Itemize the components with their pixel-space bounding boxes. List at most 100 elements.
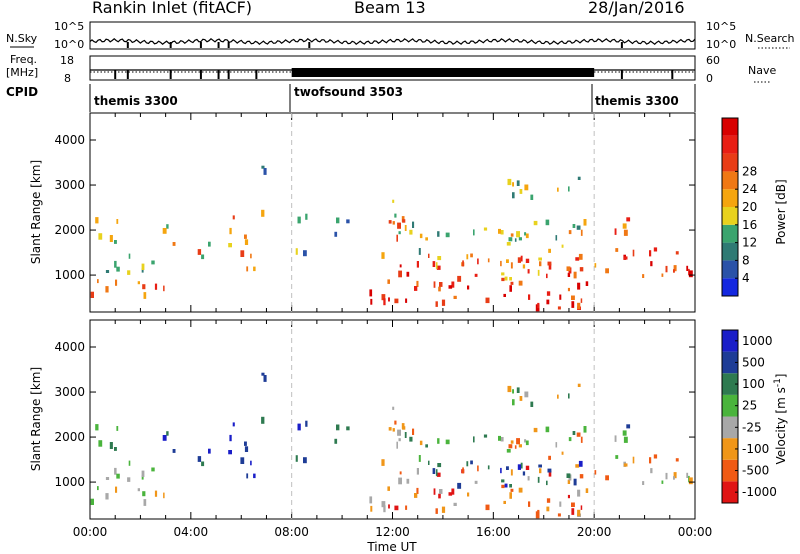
power-cell xyxy=(548,248,551,253)
velocity-cell xyxy=(419,440,423,446)
velocity-y-ticks: 1000 2000 3000 4000 xyxy=(54,340,695,489)
velocity-colorbar-label-1: -500 xyxy=(742,464,769,478)
velocity-cell xyxy=(412,428,415,435)
power-cell xyxy=(524,184,529,191)
velocity-y-label: Slant Range [km] xyxy=(29,367,43,471)
velocity-cell xyxy=(649,457,652,464)
power-cell xyxy=(162,228,167,234)
cpid-segment-1: themis 3300 xyxy=(94,94,178,108)
velocity-cell xyxy=(457,482,462,489)
freq-tick-top-left: 18 xyxy=(60,54,74,67)
power-colorbar-bin-2 xyxy=(722,242,738,261)
noise-tick-bottom-left: 10^0 xyxy=(54,38,84,51)
velocity-cell xyxy=(504,483,508,488)
velocity-cell xyxy=(572,431,576,435)
power-cell xyxy=(533,220,538,226)
velocity-cell xyxy=(172,449,176,453)
power-cell xyxy=(512,192,515,199)
velocity-cell xyxy=(163,492,165,499)
velocity-cell xyxy=(503,500,506,504)
power-cell xyxy=(381,252,385,259)
velocity-cell xyxy=(404,432,407,438)
cpid-segment-2: twofsound 3503 xyxy=(294,85,403,99)
velocity-cell xyxy=(141,475,144,480)
power-cell xyxy=(548,263,552,270)
power-cell xyxy=(381,294,386,301)
power-cell xyxy=(530,194,534,200)
power-cell xyxy=(439,282,443,287)
velocity-cell xyxy=(580,436,583,443)
power-cell xyxy=(688,268,690,276)
power-colorbar: 4 8 12 16 20 24 28 xyxy=(721,117,757,297)
velocity-cell xyxy=(416,487,419,494)
velocity-cell xyxy=(528,501,531,507)
velocity-cell xyxy=(506,466,509,470)
power-cell xyxy=(506,259,509,263)
freq-tick-top-right: 60 xyxy=(706,54,720,67)
power-cell xyxy=(517,257,521,263)
velocity-cell xyxy=(445,439,450,445)
date-label: 28/Jan/2016 xyxy=(588,0,685,17)
power-cell xyxy=(436,265,441,270)
power-cell xyxy=(577,176,581,180)
power-colorbar-bin-5 xyxy=(722,189,738,207)
power-cell xyxy=(370,298,373,305)
velocity-colorbar-bin-0 xyxy=(722,481,738,503)
velocity-cell xyxy=(594,470,597,475)
freq-left-label: Freq. xyxy=(10,53,37,66)
velocity-cell xyxy=(533,427,538,433)
power-cell xyxy=(615,248,619,252)
velocity-cell xyxy=(567,494,570,499)
velocity-cell xyxy=(537,509,540,516)
power-cell xyxy=(575,257,580,261)
velocity-cell xyxy=(240,457,245,464)
velocity-cell xyxy=(253,473,256,479)
velocity-cell xyxy=(510,440,514,444)
velocity-cell xyxy=(409,436,413,442)
velocity-cell xyxy=(623,463,628,467)
velocity-cell xyxy=(576,432,581,437)
velocity-cell xyxy=(568,393,570,399)
power-cell xyxy=(470,253,473,258)
velocity-cell xyxy=(665,472,668,480)
power-panel: 1000 2000 3000 4000 Slant Range [km] 4 8 12 16… xyxy=(29,112,788,313)
power-cell xyxy=(474,273,478,277)
power-cell xyxy=(105,286,109,293)
power-cell xyxy=(594,263,597,268)
power-cell xyxy=(546,291,551,296)
power-ytick-label-2: 3000 xyxy=(54,178,85,192)
power-cell xyxy=(90,291,94,298)
power-cell xyxy=(516,231,520,238)
velocity-cell xyxy=(517,464,521,470)
velocity-cell xyxy=(650,468,653,474)
velocity-cell xyxy=(477,465,479,472)
velocity-colorbar-label: Velocity [m s-1] xyxy=(773,374,788,465)
velocity-cell xyxy=(401,423,405,429)
velocity-cell xyxy=(530,401,534,407)
power-cell xyxy=(477,258,479,265)
velocity-frame xyxy=(89,319,696,520)
power-cell xyxy=(686,265,689,271)
power-cell xyxy=(653,247,658,252)
velocity-cell xyxy=(399,471,402,475)
power-colorbar-bin-6 xyxy=(722,171,738,190)
power-cell xyxy=(580,229,583,236)
power-colorbar-bin-7 xyxy=(722,153,738,172)
power-cell xyxy=(632,249,635,257)
power-cell xyxy=(172,242,176,246)
velocity-cell xyxy=(539,468,542,474)
x-tick-label-0: 00:00 xyxy=(73,525,108,539)
power-cell xyxy=(398,231,401,235)
x-tick-label-3: 12:00 xyxy=(375,525,410,539)
power-cell xyxy=(128,253,131,259)
power-cell xyxy=(665,265,668,273)
power-colorbar-bin-1 xyxy=(722,260,738,279)
velocity-cell xyxy=(500,467,502,474)
velocity-ytick-label-3: 4000 xyxy=(54,340,85,354)
velocity-cell xyxy=(688,475,690,483)
velocity-cell xyxy=(116,426,119,431)
power-cell xyxy=(527,269,530,274)
velocity-cell xyxy=(557,394,559,399)
velocity-cell xyxy=(512,389,514,394)
